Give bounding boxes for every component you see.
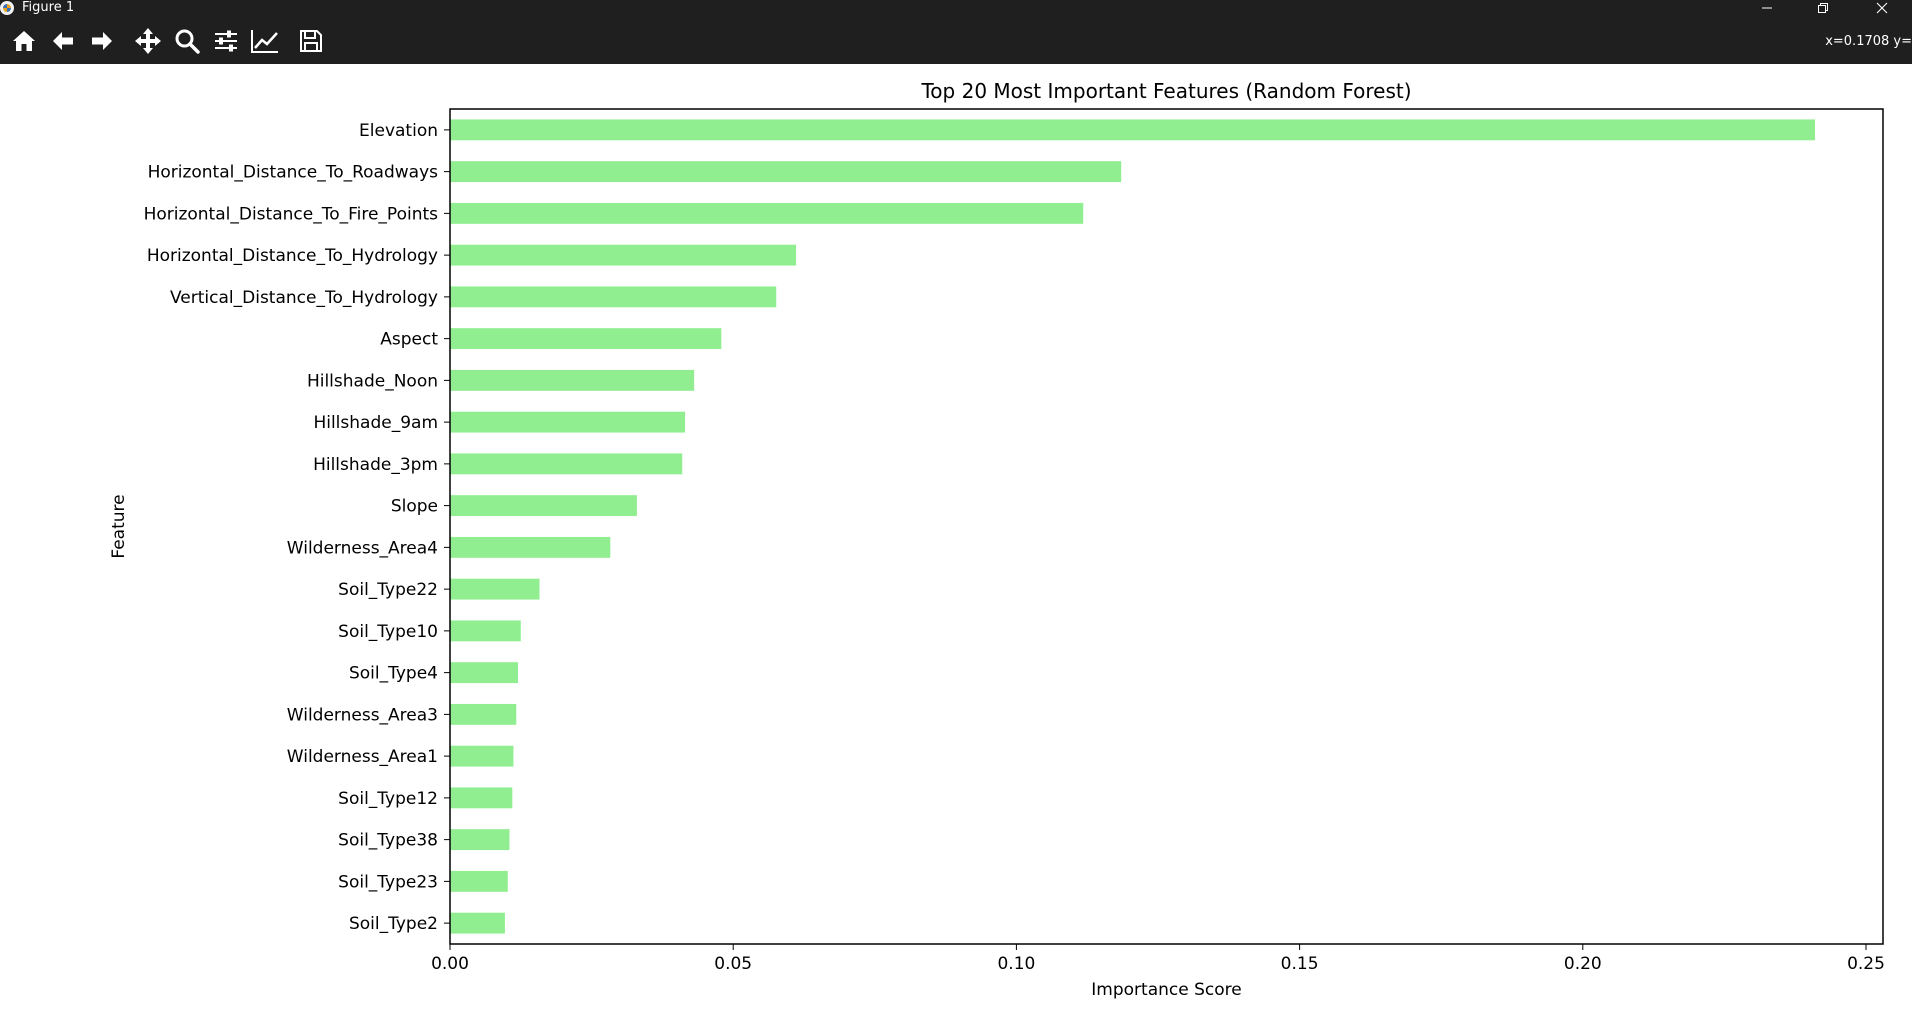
x-axis-label: Importance Score: [1091, 980, 1241, 1000]
bar: [450, 119, 1816, 141]
bar: [450, 745, 514, 767]
pan-icon: [135, 28, 161, 54]
window-title: Figure 1: [22, 0, 75, 15]
restore-icon: [1818, 3, 1828, 13]
zoom-icon: [175, 29, 200, 54]
bar: [450, 161, 1122, 183]
y-tick-label: Soil_Type10: [338, 622, 438, 642]
x-tick-label: 0.20: [1564, 954, 1602, 974]
y-tick-label: Elevation: [359, 121, 438, 141]
bar: [450, 870, 508, 892]
bars-group: [450, 119, 1816, 934]
minimize-button[interactable]: [1747, 0, 1787, 16]
x-tick-label: 0.05: [714, 954, 752, 974]
y-tick-label: Hillshade_Noon: [307, 371, 438, 391]
x-axis-ticks: 0.00 0.05 0.10 0.15 0.20 0.25: [431, 944, 1885, 974]
bar: [450, 536, 611, 558]
bar: [450, 411, 686, 433]
y-tick-label: Soil_Type4: [349, 664, 438, 684]
figure-canvas[interactable]: Top 20 Most Important Features (Random F…: [0, 64, 1912, 1011]
close-button[interactable]: [1862, 0, 1902, 16]
y-tick-label: Hillshade_3pm: [313, 455, 438, 475]
navigation-toolbar: x=0.1708 y=: [0, 16, 1912, 64]
x-tick-label: 0.00: [431, 954, 469, 974]
axes-frame: [449, 108, 1884, 945]
y-tick-label: Wilderness_Area1: [287, 747, 438, 767]
y-tick-label: Soil_Type23: [338, 872, 438, 892]
zoom-button[interactable]: [172, 26, 202, 56]
save-button[interactable]: [296, 26, 326, 56]
y-tick-label: Horizontal_Distance_To_Fire_Points: [144, 204, 439, 224]
y-tick-label: Wilderness_Area3: [287, 705, 438, 725]
matplotlib-logo-icon: [0, 1, 14, 15]
y-tick-label: Soil_Type22: [338, 580, 438, 600]
home-icon: [13, 31, 35, 51]
edit-axis-button[interactable]: [250, 26, 280, 56]
home-button[interactable]: [9, 26, 39, 56]
y-tick-label: Slope: [391, 497, 438, 517]
pan-button[interactable]: [133, 26, 163, 56]
bar: [450, 620, 521, 642]
back-button[interactable]: [48, 26, 78, 56]
y-tick-label: Aspect: [380, 330, 438, 350]
window-titlebar: Figure 1: [0, 0, 1912, 16]
bar: [450, 578, 540, 600]
bar: [450, 369, 695, 391]
y-tick-label: Wilderness_Area4: [287, 538, 438, 558]
x-tick-label: 0.10: [997, 954, 1035, 974]
bar: [450, 244, 797, 266]
bar: [450, 912, 505, 934]
y-tick-label: Soil_Type12: [338, 789, 438, 809]
bar: [450, 453, 683, 475]
y-axis-label: Feature: [109, 494, 129, 558]
save-icon: [300, 30, 322, 52]
chart-title: Top 20 Most Important Features (Random F…: [920, 79, 1411, 103]
chart: Top 20 Most Important Features (Random F…: [109, 79, 1885, 1000]
forward-arrow-icon: [92, 32, 112, 50]
bar: [450, 662, 518, 684]
minimize-icon: [1762, 7, 1772, 9]
bar: [450, 829, 510, 851]
cursor-coordinates: x=0.1708 y=: [1825, 34, 1912, 49]
y-tick-label: Soil_Type2: [349, 914, 438, 934]
bar: [450, 787, 513, 809]
y-tick-label: Hillshade_9am: [313, 413, 438, 433]
y-tick-label: Horizontal_Distance_To_Hydrology: [147, 246, 438, 266]
y-tick-label: Horizontal_Distance_To_Roadways: [148, 163, 439, 183]
forward-button[interactable]: [87, 26, 117, 56]
bar: [450, 495, 637, 517]
x-tick-label: 0.15: [1281, 954, 1319, 974]
bar: [450, 202, 1084, 224]
y-tick-label: Soil_Type38: [338, 831, 438, 851]
edit-axis-icon: [251, 30, 278, 53]
back-arrow-icon: [53, 32, 73, 50]
subplots-config-icon: [215, 30, 237, 52]
subplots-config-button[interactable]: [211, 26, 241, 56]
bar: [450, 328, 722, 350]
y-axis-ticks: Elevation Horizontal_Distance_To_Roadways…: [144, 121, 450, 934]
y-tick-label: Vertical_Distance_To_Hydrology: [170, 288, 438, 308]
bar: [450, 286, 777, 308]
bar: [450, 703, 517, 725]
restore-button[interactable]: [1803, 0, 1843, 16]
close-icon: [1876, 2, 1888, 14]
x-tick-label: 0.25: [1847, 954, 1885, 974]
